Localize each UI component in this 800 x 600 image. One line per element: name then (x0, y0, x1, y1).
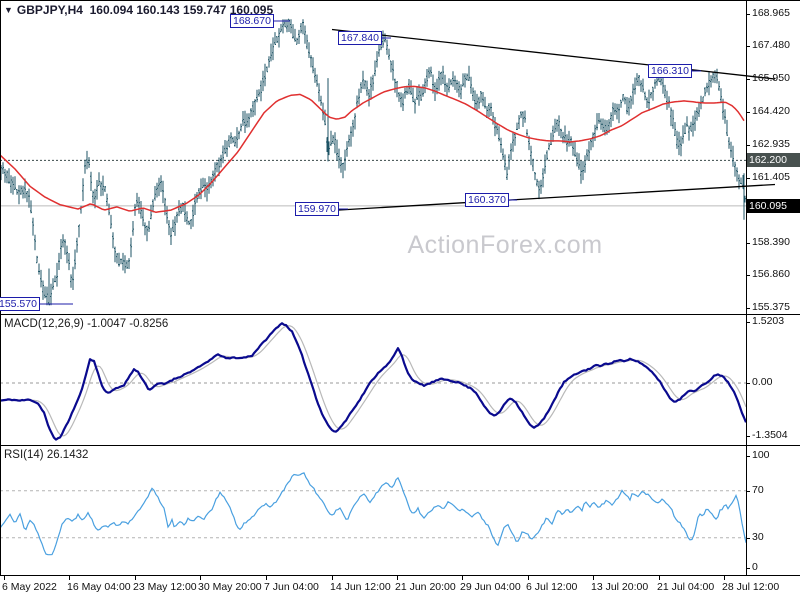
rsi-axis-label: 0 (752, 561, 758, 573)
macd-axis-label: 0.00 (752, 376, 773, 388)
chart-symbol: GBPJPY,H4 (16, 3, 83, 17)
price-level-label[interactable]: 168.670 (230, 14, 274, 28)
chart-quote-ohlc: 160.094 160.143 159.747 160.095 (89, 3, 274, 17)
date-axis-label: 14 Jun 12:00 (330, 581, 391, 593)
price-level-label[interactable]: 155.570 (0, 297, 40, 311)
rsi-line (0, 472, 747, 556)
macd-indicator-label: MACD(12,26,9) -1.0047 -0.8256 (4, 318, 169, 330)
rsi-indicator-label: RSI(14) 26.1432 (4, 449, 89, 461)
axis-tick-marks (4, 14, 750, 580)
price-axis-label: 155.375 (752, 301, 790, 313)
date-axis-label: 16 May 04:00 (67, 581, 131, 593)
symbol-dropdown-arrow[interactable]: ▼ (4, 5, 13, 15)
price-level-label[interactable]: 159.970 (295, 202, 339, 216)
title-bar: ▼ GBPJPY,H4 160.094 160.143 159.747 160.0… (4, 3, 273, 17)
rsi-axis-label: 70 (752, 484, 764, 496)
descending-trendline[interactable] (331, 28, 776, 80)
date-axis-label: 28 Jul 12:00 (722, 581, 780, 593)
watermark: ActionForex.com (407, 231, 603, 259)
date-axis-label: 30 May 20:00 (198, 581, 262, 593)
date-axis-label: 29 Jun 04:00 (460, 581, 521, 593)
axis-price-box-resistance: 162.200 (747, 153, 800, 167)
macd-axis-label: -1.3504 (752, 429, 788, 441)
date-axis-label: 21 Jun 20:00 (395, 581, 456, 593)
macd-main-line (0, 322, 748, 441)
price-level-label[interactable]: 167.840 (338, 31, 382, 45)
price-axis-label: 167.480 (752, 39, 790, 51)
date-axis-label: 7 Jun 04:00 (264, 581, 319, 593)
price-axis-label: 168.965 (752, 7, 790, 19)
price-axis-label: 158.390 (752, 236, 790, 248)
price-bar-close-ticks (1, 19, 746, 306)
macd-axis-label: 1.5203 (752, 315, 785, 327)
macd-signal-line (0, 325, 747, 437)
price-axis-label: 161.405 (752, 171, 790, 183)
date-axis-label: 21 Jul 04:00 (657, 581, 715, 593)
rsi-axis-label: 30 (752, 531, 764, 543)
date-axis-label: 6 Jul 12:00 (526, 581, 578, 593)
date-axis-label: 13 Jul 20:00 (591, 581, 649, 593)
rsi-axis-label: 100 (752, 449, 770, 461)
date-axis-label: 6 May 2022 (2, 581, 57, 593)
price-axis-label: 156.860 (752, 268, 790, 280)
moving-average-line (0, 85, 745, 214)
price-axis-label: 164.420 (752, 105, 790, 117)
date-axis-label: 23 May 12:00 (133, 581, 197, 593)
ascending-trendline[interactable] (330, 183, 776, 212)
price-axis-label: 165.950 (752, 72, 790, 84)
price-level-label[interactable]: 160.370 (465, 193, 509, 207)
price-level-label[interactable]: 166.310 (648, 64, 692, 78)
price-bar-open-ticks (0, 18, 745, 304)
price-bars (0, 19, 746, 306)
price-axis-label: 162.935 (752, 138, 790, 150)
axis-price-box-current-price: 160.095 (747, 199, 800, 213)
